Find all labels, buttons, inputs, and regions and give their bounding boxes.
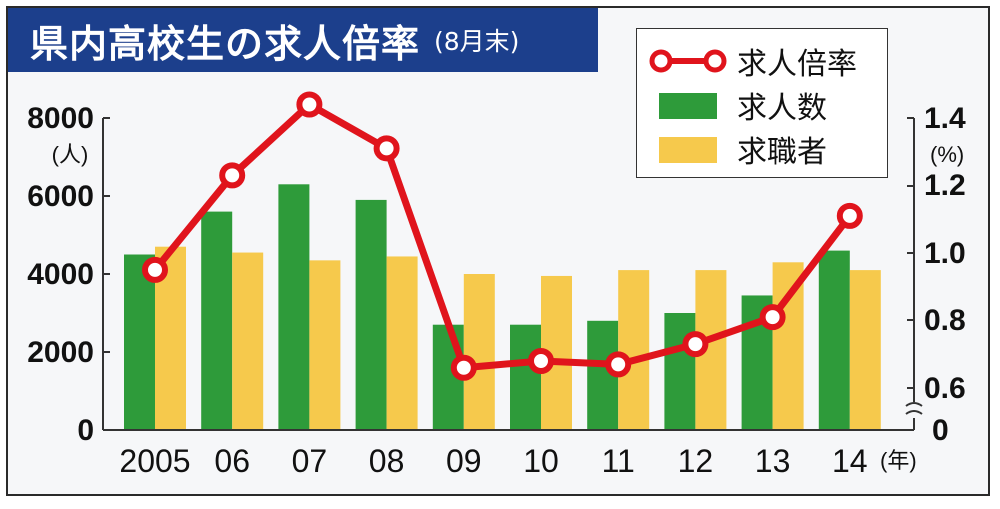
bar-openings-2005 (124, 254, 155, 430)
legend-openings-symbol (649, 85, 727, 125)
bar-seekers-07 (309, 260, 341, 430)
legend-item-openings: 求人数 (637, 85, 887, 126)
right-tick-0-6: 0.6 (924, 372, 966, 405)
legend-ratio-label: 求人倍率 (737, 47, 857, 82)
legend-item-seekers: 求職者 (637, 129, 887, 170)
ratio-point-07 (296, 91, 323, 118)
x-tick-10: 10 (523, 443, 559, 479)
right-axis-unit: (%) (930, 142, 964, 167)
bar-openings-06 (201, 211, 233, 430)
left-tick-0: 0 (77, 414, 94, 447)
ratio-point-13 (759, 304, 786, 331)
x-tick-11: 11 (602, 443, 635, 479)
left-axis: 8000 (人) 6000 4000 2000 0 (27, 102, 110, 447)
x-tick-06: 06 (214, 443, 250, 479)
bar-seekers-06 (232, 252, 264, 430)
bar-openings-14 (818, 250, 850, 430)
bar-openings-10 (510, 324, 541, 430)
bar-openings-07 (278, 184, 310, 430)
ratio-point-2005 (142, 256, 168, 283)
chart-subtitle: (8月末) (434, 27, 520, 56)
right-tick-1-0: 1.0 (924, 237, 966, 270)
bar-openings-12 (664, 313, 696, 430)
ratio-point-08 (373, 135, 400, 162)
right-tick-1-2: 1.2 (924, 169, 966, 202)
right-tick-0: 0 (932, 414, 949, 447)
legend-seekers-label: 求職者 (737, 135, 827, 170)
left-tick-6000: 6000 (27, 180, 94, 213)
chart-title: 県内高校生の求人倍率 (30, 21, 421, 66)
chart-title-box: 県内高校生の求人倍率 (8月末) (8, 8, 598, 72)
bar-seekers-13 (772, 262, 804, 430)
x-tick-2005: 2005 (119, 443, 190, 479)
ratio-line (152, 101, 853, 372)
left-tick-2000: 2000 (27, 336, 94, 369)
ratio-point-14 (836, 202, 863, 229)
bar-seekers-09 (463, 274, 495, 430)
x-tick-09: 09 (446, 443, 482, 479)
x-tick-13: 13 (755, 443, 791, 479)
right-axis: 1.4 (%) 1.2 1.0 0.8 0.6 0 (905, 102, 966, 447)
x-tick-07: 07 (292, 443, 328, 479)
bar-seekers-11 (618, 270, 650, 430)
left-tick-8000: 8000 (27, 102, 94, 135)
right-tick-1-4: 1.4 (924, 102, 966, 135)
legend-openings-label: 求人数 (737, 91, 827, 126)
ratio-line-group (142, 91, 863, 381)
left-axis-unit: (人) (52, 142, 89, 167)
bar-seekers-14 (849, 270, 881, 430)
ratio-point-10 (528, 348, 554, 374)
left-tick-4000: 4000 (27, 258, 94, 291)
x-axis-unit: (年) (880, 448, 917, 473)
legend: 求人倍率 求人数 求職者 (636, 28, 888, 178)
bar-seekers-08 (386, 256, 418, 430)
ratio-point-06 (219, 162, 246, 189)
x-tick-labels: 2005 06 07 08 09 10 11 12 13 14 (119, 443, 867, 479)
x-tick-14: 14 (832, 443, 868, 479)
x-tick-08: 08 (369, 443, 405, 479)
legend-item-ratio: 求人倍率 (637, 41, 887, 82)
ratio-point-09 (450, 354, 477, 381)
bars-group (124, 184, 881, 430)
ratio-point-11 (605, 351, 632, 378)
legend-ratio-symbol (649, 41, 727, 81)
right-tick-0-8: 0.8 (924, 304, 966, 337)
ratio-point-12 (682, 331, 709, 358)
x-tick-12: 12 (678, 443, 714, 479)
bar-openings-08 (355, 199, 387, 430)
legend-seekers-symbol (649, 129, 727, 169)
